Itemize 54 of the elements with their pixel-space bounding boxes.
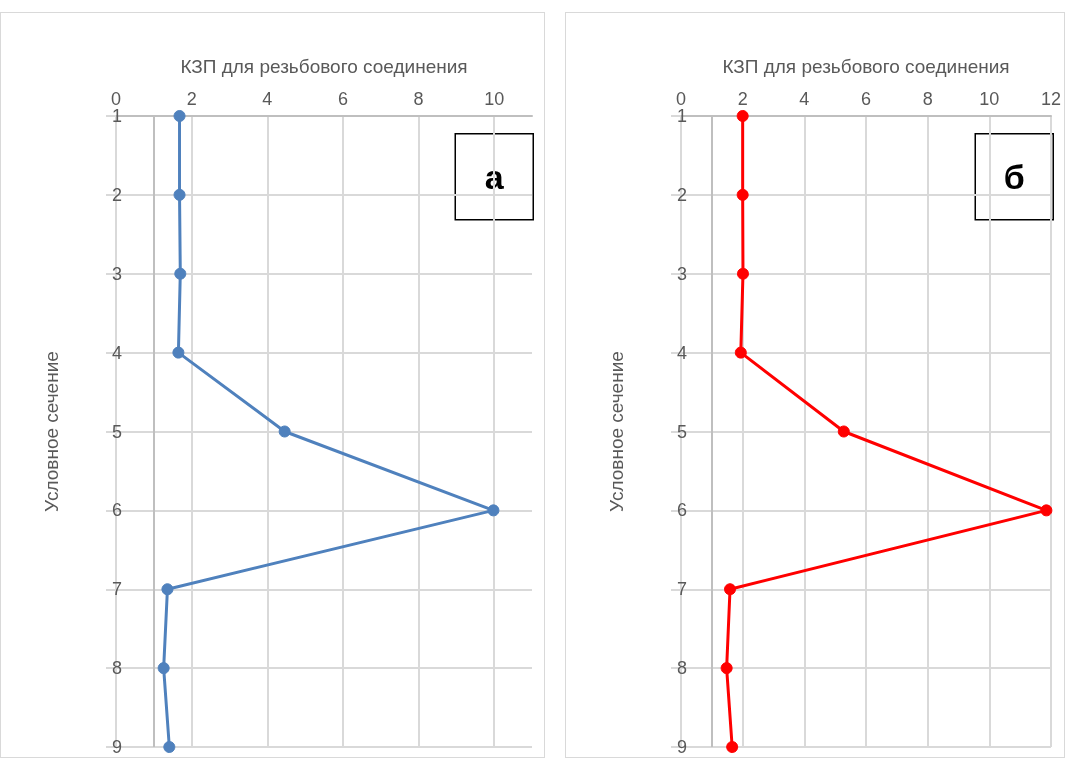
point	[736, 267, 749, 280]
x-tick-label: 6	[860, 89, 871, 109]
y-tick-label: 8	[111, 658, 122, 679]
point	[736, 110, 749, 122]
point	[720, 662, 733, 675]
x-tick-label: 0	[110, 89, 122, 109]
x-tick-label: 10	[484, 89, 505, 109]
y-tick-label: 6	[111, 500, 122, 521]
y-tick-label: 2	[111, 184, 122, 205]
y-tick-label: 5	[111, 421, 122, 442]
point	[278, 425, 291, 438]
point	[724, 583, 737, 596]
y-tick-label: 4	[111, 342, 122, 363]
point	[173, 188, 186, 201]
y-tick-label: 7	[111, 579, 122, 600]
x-tick-label: 12	[1040, 89, 1061, 109]
point	[837, 425, 850, 438]
y-tick-label: 7	[676, 579, 687, 600]
x-tick-label: 0	[675, 89, 687, 109]
point	[173, 110, 186, 122]
x-tick-label: 8	[922, 89, 933, 109]
point	[1040, 504, 1053, 517]
point	[736, 188, 749, 201]
x-axis-title: КЗП для резьбового соединения	[180, 56, 468, 77]
y-tick-label: 2	[676, 184, 687, 205]
y-tick-label: 4	[676, 342, 687, 363]
y-tick-label: 5	[676, 421, 687, 442]
point	[487, 504, 500, 517]
point	[726, 741, 739, 753]
annotation: б	[1003, 157, 1025, 196]
y-tick-label: 1	[676, 106, 687, 126]
x-tick-label: 2	[186, 89, 197, 109]
y-tick-label: 1	[111, 106, 122, 126]
x-tick-label: 10	[979, 89, 1000, 109]
y-tick-label: 6	[676, 500, 687, 521]
x-tick-label: 6	[337, 89, 348, 109]
point	[734, 346, 747, 359]
x-tick-label: 4	[262, 89, 273, 109]
y-axis-title: Условное сечение	[606, 351, 627, 512]
point	[157, 662, 170, 675]
point	[174, 267, 187, 280]
point	[172, 346, 185, 359]
point	[161, 583, 174, 596]
y-tick-label: 3	[676, 263, 687, 284]
point	[163, 741, 176, 753]
y-tick-label: 9	[676, 737, 687, 757]
x-tick-label: 2	[737, 89, 748, 109]
y-tick-label: 8	[676, 658, 687, 679]
y-tick-label: 3	[111, 263, 122, 284]
x-tick-label: 4	[799, 89, 810, 109]
y-axis-title: Условное сечение	[41, 351, 62, 512]
y-tick-label: 9	[111, 737, 122, 757]
x-tick-label: 8	[413, 89, 424, 109]
x-axis-title: КЗП для резьбового соединения	[722, 56, 1010, 77]
